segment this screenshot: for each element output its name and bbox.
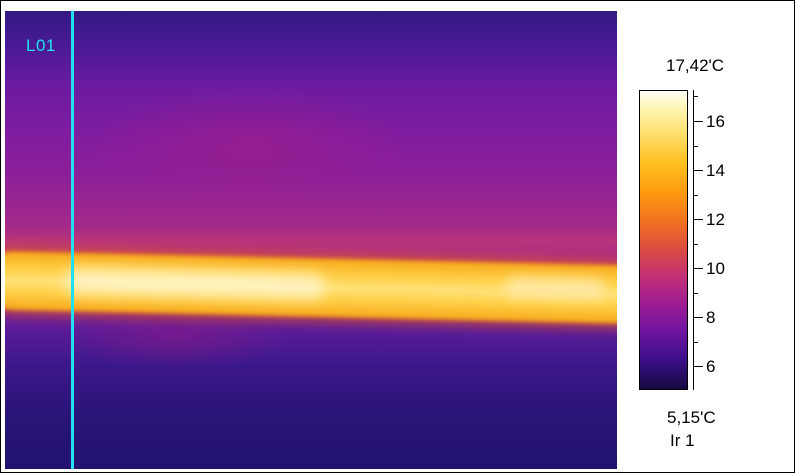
scale-tick-major (693, 268, 703, 269)
line-measure-label[interactable]: L01 (26, 36, 56, 56)
scale-tick-label: 8 (706, 309, 715, 327)
color-scale-bar[interactable] (639, 90, 688, 390)
scale-tick-label: 12 (706, 211, 725, 229)
scale-tick-minor (693, 195, 698, 196)
scale-tick-minor (693, 342, 698, 343)
line-measure-cursor[interactable] (71, 11, 74, 469)
thermal-image[interactable]: L01 (5, 11, 617, 469)
image-source-label: Ir 1 (670, 431, 695, 451)
scale-tick-minor (693, 293, 698, 294)
scale-tick-minor (693, 244, 698, 245)
scale-tick-label: 16 (706, 113, 725, 131)
scale-tick-label: 6 (706, 358, 715, 376)
scale-tick-major (693, 317, 703, 318)
scale-tick-major (693, 121, 703, 122)
scale-axis (693, 90, 694, 390)
scale-tick-label: 14 (706, 162, 725, 180)
scale-tick-minor (693, 96, 698, 97)
scale-tick-label: 10 (706, 260, 725, 278)
hot-spot-right (505, 277, 605, 299)
scale-tick-major (693, 366, 703, 367)
scale-tick-minor (693, 146, 698, 147)
scale-tick-major (693, 219, 703, 220)
scale-max-label: 17,42'C (666, 56, 724, 76)
scale-min-label: 5,15'C (667, 408, 716, 428)
scale-tick-major (693, 170, 703, 171)
